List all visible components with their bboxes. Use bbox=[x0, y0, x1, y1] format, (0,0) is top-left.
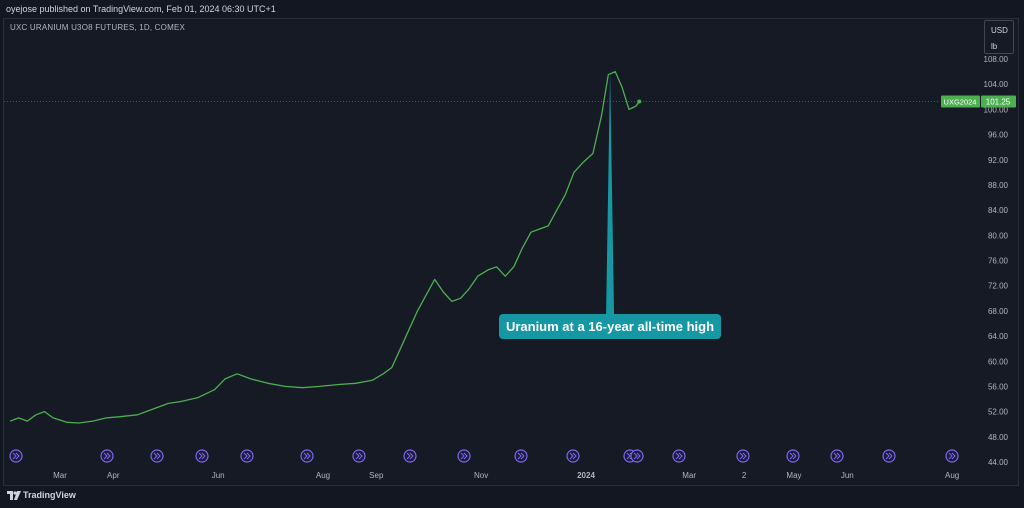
event-marker-icon[interactable] bbox=[566, 449, 580, 463]
price-tag-label: 101.25 bbox=[986, 98, 1011, 107]
event-marker-icon[interactable] bbox=[736, 449, 750, 463]
x-tick-label: Nov bbox=[474, 471, 488, 480]
event-marker-icon[interactable] bbox=[9, 449, 23, 463]
event-marker-icon[interactable] bbox=[630, 449, 644, 463]
y-tick-label: 52.00 bbox=[988, 408, 1009, 417]
brand-name: TradingView bbox=[23, 490, 76, 500]
x-tick-label: Mar bbox=[682, 471, 696, 480]
y-tick-label: 76.00 bbox=[988, 257, 1009, 266]
y-tick-label: 56.00 bbox=[988, 382, 1009, 391]
event-marker-icon[interactable] bbox=[672, 449, 686, 463]
y-tick-label: 48.00 bbox=[988, 433, 1009, 442]
symbol-title: UXC URANIUM U3O8 FUTURES, 1D, COMEX bbox=[10, 23, 186, 32]
last-price-dot bbox=[637, 99, 642, 104]
event-marker-icon[interactable] bbox=[100, 449, 114, 463]
y-tick-label: 60.00 bbox=[988, 357, 1009, 366]
tradingview-logo-icon[interactable] bbox=[7, 491, 21, 501]
publish-info-bar: oyejose published on TradingView.com, Fe… bbox=[0, 0, 1024, 18]
y-tick-label: 84.00 bbox=[988, 206, 1009, 215]
event-marker-icon[interactable] bbox=[150, 449, 164, 463]
publisher-text: oyejose published on TradingView.com, Fe… bbox=[6, 4, 276, 14]
x-tick-label: Apr bbox=[107, 471, 120, 480]
ticker-tag-label: UXG2024 bbox=[944, 98, 977, 107]
event-marker-icon[interactable] bbox=[403, 449, 417, 463]
x-tick-label: May bbox=[786, 471, 801, 480]
y-tick-label: 44.00 bbox=[988, 458, 1009, 467]
y-tick-label: 92.00 bbox=[988, 156, 1009, 165]
x-tick-label: Jun bbox=[841, 471, 854, 480]
event-marker-icon[interactable] bbox=[514, 449, 528, 463]
unit-selector[interactable]: USD lb bbox=[984, 20, 1014, 54]
y-tick-label: 68.00 bbox=[988, 307, 1009, 316]
currency-label: USD bbox=[991, 26, 1008, 35]
unit-label: lb bbox=[991, 42, 998, 51]
price-series-line bbox=[9, 70, 640, 424]
event-marker-icon[interactable] bbox=[195, 449, 209, 463]
x-tick-label: 2 bbox=[742, 471, 747, 480]
event-marker-icon[interactable] bbox=[882, 449, 896, 463]
x-tick-label: Mar bbox=[53, 471, 67, 480]
y-tick-label: 88.00 bbox=[988, 181, 1009, 190]
event-marker-icon[interactable] bbox=[300, 449, 314, 463]
annotation-callout[interactable]: Uranium at a 16-year all-time high bbox=[499, 314, 721, 339]
price-tag bbox=[981, 95, 1016, 108]
annotation-pointer bbox=[606, 71, 615, 315]
event-marker-icon[interactable] bbox=[240, 449, 254, 463]
y-tick-label: 96.00 bbox=[988, 131, 1009, 140]
x-tick-label: Sep bbox=[369, 471, 384, 480]
event-marker-icon[interactable] bbox=[830, 449, 844, 463]
x-tick-label: Aug bbox=[945, 471, 959, 480]
event-marker-icon[interactable] bbox=[352, 449, 366, 463]
y-tick-label: 104.00 bbox=[984, 80, 1009, 89]
chart-frame bbox=[3, 18, 1019, 486]
x-tick-label: Aug bbox=[316, 471, 330, 480]
footer-bar bbox=[0, 486, 1024, 508]
y-tick-label: 100.00 bbox=[984, 105, 1009, 114]
y-tick-label: 72.00 bbox=[988, 282, 1009, 291]
price-axis bbox=[980, 55, 1018, 467]
y-tick-label: 80.00 bbox=[988, 231, 1009, 240]
event-marker-icon[interactable] bbox=[945, 449, 959, 463]
x-tick-label: 2024 bbox=[577, 471, 595, 480]
y-tick-label: 108.00 bbox=[984, 55, 1009, 64]
y-tick-label: 64.00 bbox=[988, 332, 1009, 341]
event-marker-icon[interactable] bbox=[786, 449, 800, 463]
x-tick-label: Jun bbox=[212, 471, 225, 480]
ticker-tag bbox=[941, 95, 980, 108]
event-marker-icon[interactable] bbox=[457, 449, 471, 463]
